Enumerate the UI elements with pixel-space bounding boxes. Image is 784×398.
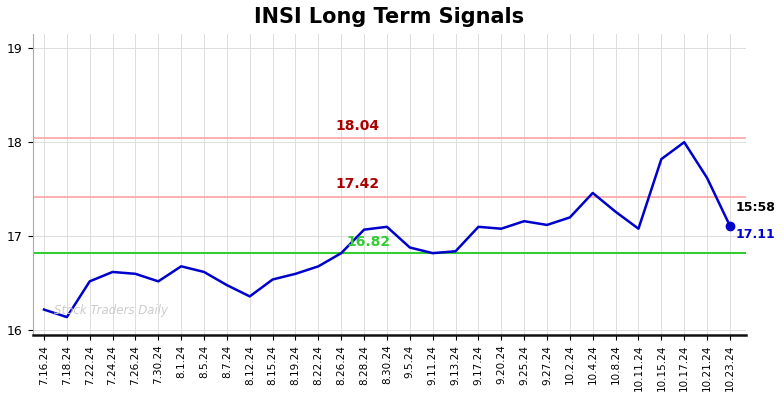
Text: 16.82: 16.82	[347, 235, 390, 250]
Text: 17.11: 17.11	[735, 228, 775, 241]
Text: 15:58: 15:58	[735, 201, 775, 214]
Text: Stock Traders Daily: Stock Traders Daily	[54, 304, 168, 317]
Text: 18.04: 18.04	[336, 119, 380, 133]
Title: INSI Long Term Signals: INSI Long Term Signals	[254, 7, 524, 27]
Text: 17.42: 17.42	[336, 177, 380, 191]
